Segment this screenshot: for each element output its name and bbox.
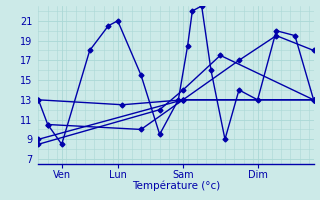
X-axis label: Température (°c): Température (°c)	[132, 181, 220, 191]
